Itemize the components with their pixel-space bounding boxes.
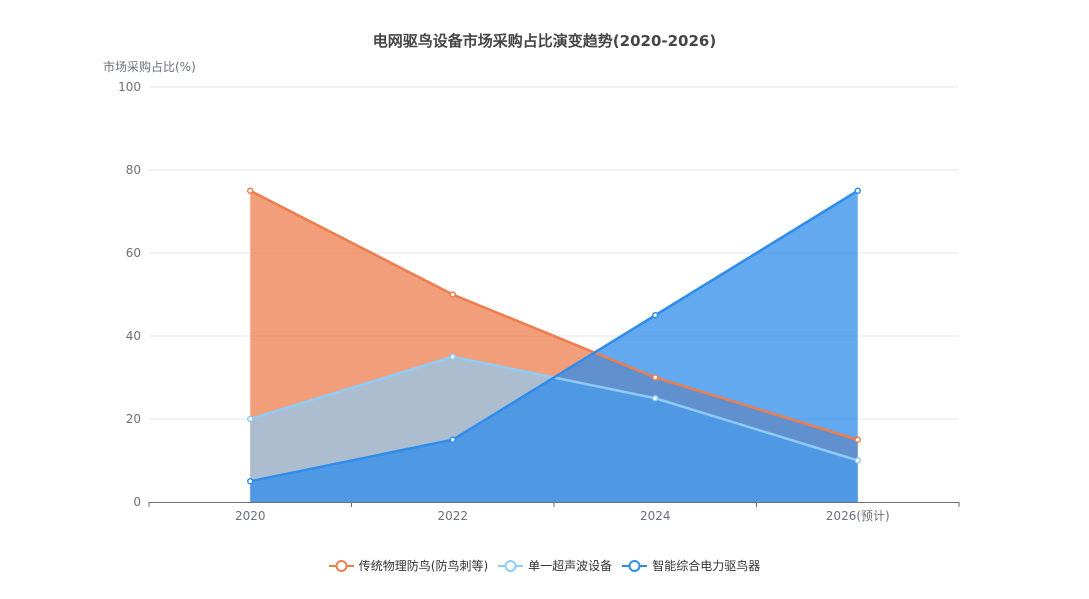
legend-label: 传统物理防鸟(防鸟刺等) <box>358 559 489 573</box>
x-tick-label: 2024 <box>640 509 671 523</box>
y-axis-label: 市场采购占比(%) <box>103 60 196 74</box>
x-tick-label: 2020 <box>235 509 266 523</box>
legend-item-ultrasonic[interactable]: 单一超声波设备 <box>498 557 612 574</box>
data-point[interactable] <box>854 436 861 443</box>
data-point[interactable] <box>247 415 254 423</box>
y-tick-label: 40 <box>126 329 141 343</box>
legend-line-circle-icon <box>328 559 354 572</box>
line-0 <box>249 189 859 441</box>
y-tick-label: 60 <box>126 246 141 260</box>
data-point[interactable] <box>652 312 659 319</box>
chart-title: 电网驱鸟设备市场采购占比演变趋势(2020-2026) <box>372 32 717 50</box>
x-tick-label: 2026(预计) <box>826 509 890 523</box>
x-tick-label: 2022 <box>437 509 468 523</box>
legend-item-traditional[interactable]: 传统物理防鸟(防鸟刺等) <box>328 557 489 574</box>
data-point[interactable] <box>449 436 456 443</box>
line-2 <box>249 189 859 483</box>
y-tick-label: 20 <box>126 412 141 426</box>
legend-item-smart[interactable]: 智能综合电力驱鸟器 <box>622 557 760 574</box>
series-lines <box>247 187 861 485</box>
legend: 传统物理防鸟(防鸟刺等) 单一超声波设备 智能综合电力驱鸟器 <box>0 557 1089 574</box>
y-tick-label: 80 <box>126 163 141 177</box>
y-tick-label: 0 <box>133 495 141 509</box>
data-point[interactable] <box>652 395 659 402</box>
legend-label: 智能综合电力驱鸟器 <box>652 559 761 573</box>
data-point[interactable] <box>449 291 456 298</box>
data-point[interactable] <box>449 353 456 360</box>
area-2 <box>250 190 858 502</box>
y-tick-label: 100 <box>118 80 141 94</box>
data-point[interactable] <box>247 478 254 485</box>
data-point[interactable] <box>854 457 861 464</box>
data-point[interactable] <box>652 374 659 381</box>
legend-line-circle-icon <box>622 559 648 572</box>
data-point[interactable] <box>247 187 254 194</box>
legend-line-circle-icon <box>498 559 524 572</box>
x-axis: 2020 2022 2024 2026(预计) <box>148 502 960 523</box>
data-point[interactable] <box>854 187 861 194</box>
y-axis-ticks: 0 20 40 60 80 100 <box>118 80 141 509</box>
legend-label: 单一超声波设备 <box>528 559 613 573</box>
